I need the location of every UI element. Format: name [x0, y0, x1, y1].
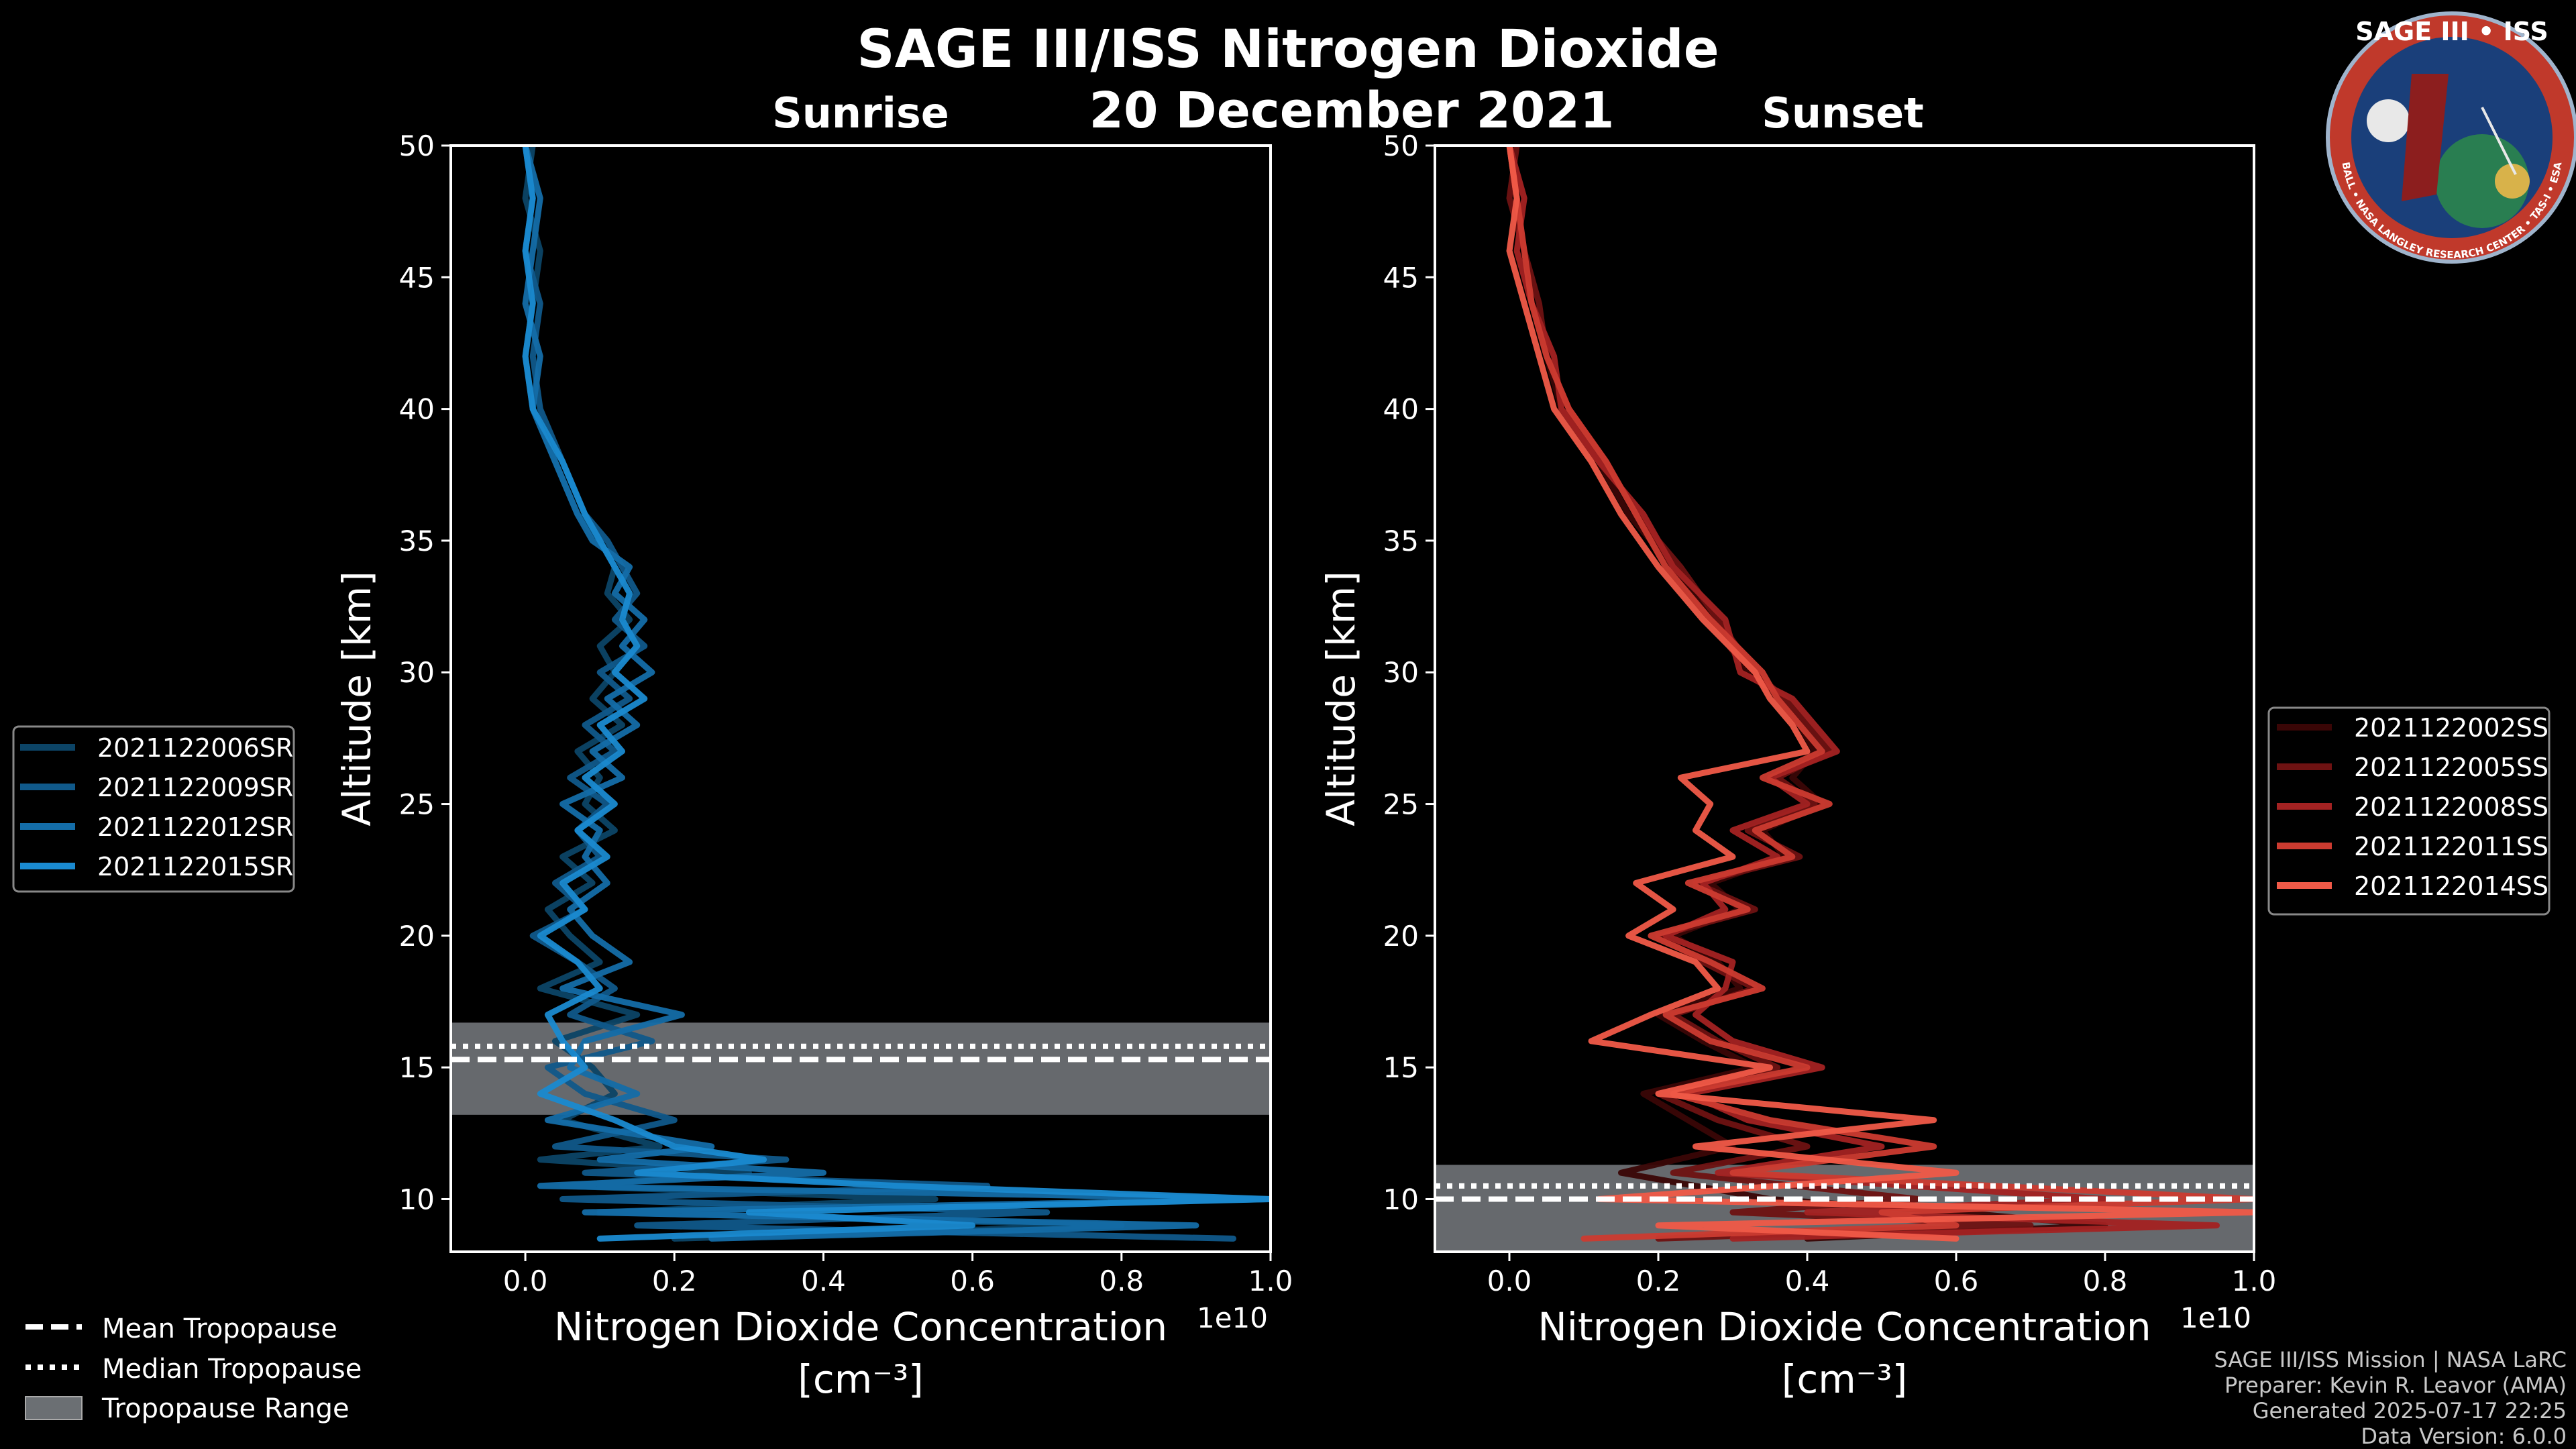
sunrise-ytick-label: 45 — [399, 261, 435, 294]
sunrise-legend-label: 2021122012SR — [97, 812, 293, 842]
tropopause-range-swatch — [25, 1396, 83, 1420]
sunset-legend: 2021122002SS 2021122005SS 2021122008SS 2021… — [2267, 706, 2551, 916]
sunset-xtick-label: 0.8 — [2083, 1265, 2128, 1297]
sunrise-xtick-label: 0.2 — [652, 1265, 697, 1297]
sunrise-ytick-label: 35 — [399, 525, 435, 557]
sunset-series-2021122014SS — [1506, 146, 2254, 1242]
credits-version: Data Version: 6.0.0 — [2361, 1424, 2567, 1449]
sunrise-ytick-label: 10 — [399, 1183, 435, 1216]
logo-beam — [2481, 107, 2517, 175]
sunset-ytick-label: 40 — [1383, 393, 1419, 426]
tropopause-range-label: Tropopause Range — [101, 1393, 350, 1424]
logo-sun — [2495, 164, 2530, 199]
sunrise-xunit: [cm⁻³] — [798, 1356, 924, 1402]
credits-preparer: Preparer: Kevin R. Leavor (AMA) — [2224, 1373, 2567, 1398]
sunset-legend-label: 2021122005SS — [2354, 753, 2548, 782]
tropopause-legend: Mean Tropopause Median Tropopause Tropop… — [25, 1313, 362, 1424]
logo-earth — [2435, 134, 2529, 228]
logo-figure — [2402, 74, 2449, 201]
sunrise-xtick-label: 1.0 — [1248, 1265, 1293, 1297]
sunset-ytick-label: 35 — [1383, 525, 1419, 557]
sunset-xtick-label: 1.0 — [2232, 1265, 2277, 1297]
logo-title: SAGE III • ISS — [2355, 17, 2548, 46]
sunset-ytick-label: 50 — [1383, 129, 1419, 162]
sunrise-plot-frame — [449, 144, 1272, 1253]
sunset-ytick-label: 25 — [1383, 788, 1419, 821]
sunset-ytick-label: 30 — [1383, 656, 1419, 689]
sunset-panel-title: Sunset — [1762, 89, 1924, 138]
sunset-plot-frame — [1434, 144, 2255, 1253]
sunrise-ytick-label: 15 — [399, 1051, 435, 1084]
sunrise-xtick-label: 0.8 — [1099, 1265, 1144, 1297]
sunrise-series-2021122012SR — [522, 146, 1271, 1242]
sunset-legend-label: 2021122002SS — [2354, 713, 2548, 743]
sunrise-x-offset-label: 1e10 — [1197, 1301, 1268, 1334]
sunrise-ylabel: Altitude [km] — [334, 571, 380, 826]
sunrise-xtick-label: 0.6 — [950, 1265, 995, 1297]
sunset-ytick-label: 10 — [1383, 1183, 1419, 1216]
sunrise-legend-frame — [12, 725, 295, 893]
sunrise-xlabel: Nitrogen Dioxide Concentration — [554, 1304, 1167, 1350]
sunset-xtick-label: 0.2 — [1636, 1265, 1681, 1297]
sunrise-legend-label: 2021122006SR — [97, 733, 293, 763]
figure-date: 20 December 2021 — [1089, 82, 1615, 140]
sunset-x-offset-label: 1e10 — [2180, 1301, 2251, 1334]
sunrise-xtick-label: 0.0 — [503, 1265, 548, 1297]
sunrise-ytick-label: 30 — [399, 656, 435, 689]
sunset-legend-label: 2021122011SS — [2354, 832, 2548, 861]
sunrise-legend: 2021122006SR 2021122009SR 2021122012SR 2021… — [12, 725, 295, 893]
sunset-legend-frame — [2267, 706, 2551, 916]
sunset-panel: 10 15 20 25 30 35 40 45 50 0.0 0.2 0.4 0.6 0.8 1.0 1e10… — [1318, 89, 2276, 1402]
sunrise-panel: 10 15 20 25 30 35 40 45 50 0.0 0.2 0.4 0.6 0.8 1.0 1e10… — [334, 89, 1293, 1402]
sunset-ytick-label: 15 — [1383, 1051, 1419, 1084]
logo-moon — [2367, 99, 2410, 142]
sunrise-ytick-label: 50 — [399, 129, 435, 162]
sunset-ytick-label: 20 — [1383, 920, 1419, 953]
sunset-xlabel: Nitrogen Dioxide Concentration — [1538, 1304, 2151, 1350]
sunrise-legend-label: 2021122015SR — [97, 852, 293, 881]
sunrise-xtick-label: 0.4 — [801, 1265, 846, 1297]
sunset-xtick-label: 0.4 — [1785, 1265, 1830, 1297]
sunset-ylabel: Altitude [km] — [1318, 571, 1364, 826]
sunset-xtick-label: 0.0 — [1487, 1265, 1532, 1297]
credits: SAGE III/ISS Mission | NASA LaRC Prepare… — [2214, 1347, 2567, 1449]
credits-mission: SAGE III/ISS Mission | NASA LaRC — [2214, 1347, 2567, 1373]
sunset-xunit: [cm⁻³] — [1782, 1356, 1908, 1402]
sunset-xtick-label: 0.6 — [1934, 1265, 1979, 1297]
median-tropopause-label: Median Tropopause — [102, 1354, 362, 1385]
credits-generated: Generated 2025-07-17 22:25 — [2253, 1398, 2567, 1424]
sunset-series-2021122011SS — [1506, 146, 2254, 1242]
sunset-ytick-label: 45 — [1383, 261, 1419, 294]
sunrise-ytick-label: 40 — [399, 393, 435, 426]
sunrise-ytick-label: 20 — [399, 920, 435, 953]
sunrise-legend-label: 2021122009SR — [97, 773, 293, 802]
sunrise-panel-title: Sunrise — [772, 89, 949, 138]
mean-tropopause-label: Mean Tropopause — [102, 1313, 337, 1344]
sunset-legend-label: 2021122014SS — [2354, 871, 2548, 901]
sage-iii-iss-logo: SAGE III • ISS BALL • NASA LANGLEY RESEA… — [2326, 11, 2576, 264]
sunrise-series-2021122015SR — [522, 146, 1271, 1242]
sunrise-ytick-label: 25 — [399, 788, 435, 821]
sunset-legend-label: 2021122008SS — [2354, 792, 2548, 822]
figure-title: SAGE III/ISS Nitrogen Dioxide — [857, 19, 1719, 80]
